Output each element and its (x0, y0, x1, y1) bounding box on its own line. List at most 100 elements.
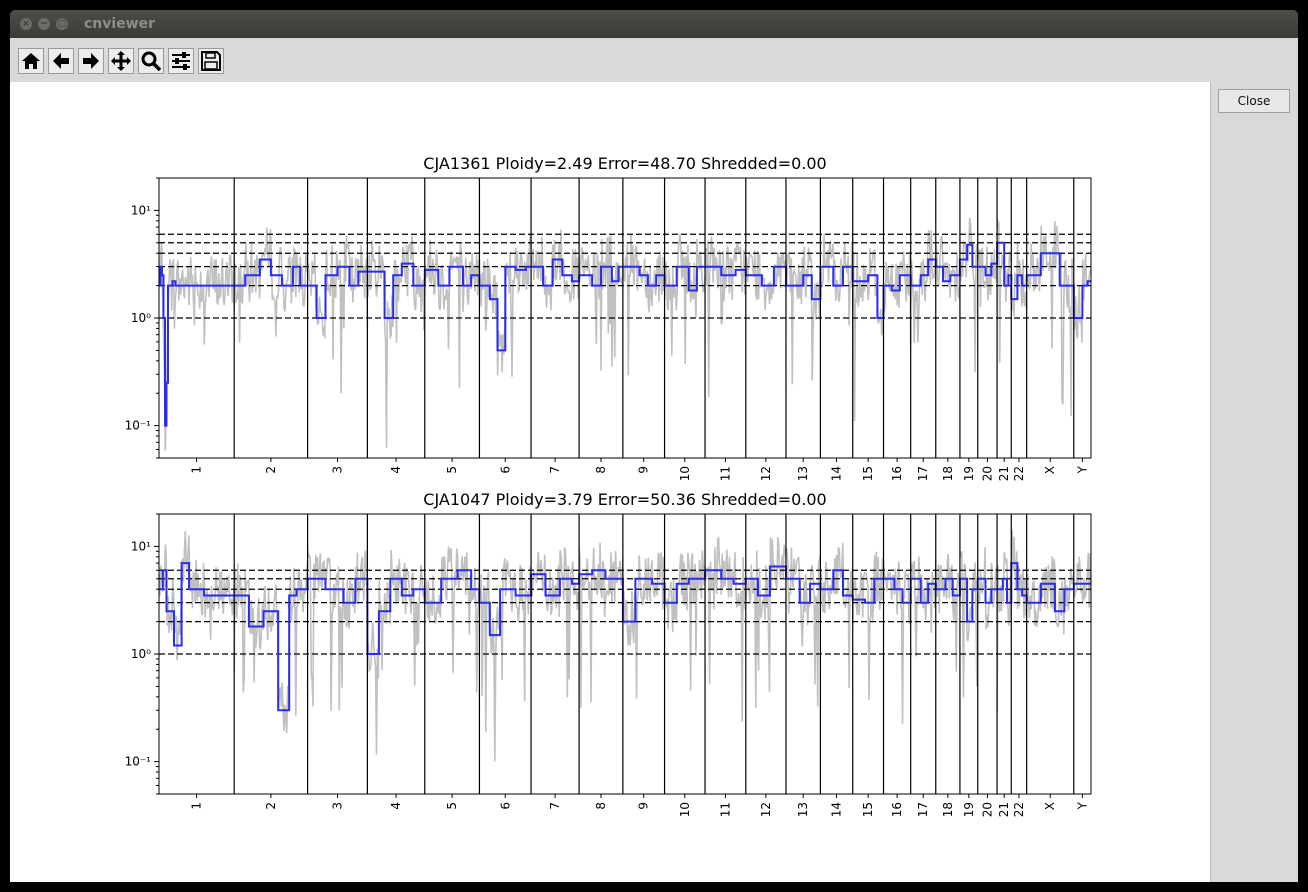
arrow-left-icon (53, 53, 69, 69)
chromosome-label-13: 13 (796, 466, 810, 481)
back-button[interactable] (48, 48, 74, 74)
figure-canvas[interactable]: CJA1361 Ploidy=2.49 Error=48.70 Shredded… (10, 82, 1210, 882)
raw-signal-chr-21 (996, 217, 1013, 364)
app-window: × − □ cnviewer (10, 10, 1298, 882)
raw-signal-chr-7 (530, 547, 580, 698)
raw-signal-chr-16 (882, 561, 912, 725)
raw-signal-chr-X (1025, 221, 1075, 417)
raw-signal-chr-21 (996, 552, 1013, 712)
copy-number-segments (159, 241, 1091, 427)
chromosome-label-7: 7 (548, 802, 562, 810)
chromosome-label-2: 2 (264, 466, 278, 474)
title-bar: × − □ cnviewer (10, 10, 1298, 38)
chromosome-label-22: 22 (1012, 802, 1026, 817)
raw-signal-chr-2 (233, 561, 309, 733)
raw-signal-chr-22 (1010, 530, 1028, 619)
window-title: cnviewer (84, 16, 156, 32)
home-button[interactable] (18, 48, 44, 74)
raw-signal-chr-14 (819, 542, 854, 689)
chromosome-label-12: 12 (759, 466, 773, 481)
raw-signal-chr-22 (1010, 243, 1028, 317)
configure-subplots-button[interactable] (168, 48, 194, 74)
chromosome-label-12: 12 (759, 802, 773, 817)
raw-signal-chr-5 (424, 239, 481, 389)
raw-signal-chr-19 (959, 550, 979, 698)
chromosome-label-X: X (1043, 466, 1057, 474)
chromosome-label-18: 18 (941, 802, 955, 817)
zoom-button[interactable] (138, 48, 164, 74)
raw-signal-chr-8 (578, 542, 624, 708)
copy-number-segments (159, 562, 1091, 712)
chromosome-label-10: 10 (678, 802, 692, 817)
chromosome-label-15: 15 (861, 802, 875, 817)
chromosome-label-17: 17 (916, 802, 930, 817)
chromosome-label-1: 1 (190, 802, 204, 810)
chromosome-label-20: 20 (980, 802, 994, 817)
save-button[interactable] (198, 48, 224, 74)
segment-line (159, 562, 1091, 712)
raw-signal-chr-12 (745, 250, 787, 311)
chromosome-label-5: 5 (445, 466, 459, 474)
raw-signal-chr-9 (622, 234, 666, 376)
chromosome-label-16: 16 (890, 802, 904, 817)
chromosome-label-15: 15 (861, 466, 875, 481)
chromosome-label-16: 16 (890, 466, 904, 481)
magnifier-icon (141, 51, 162, 72)
y-tick-label: 10⁻¹ (125, 419, 152, 433)
chromosome-label-2: 2 (264, 802, 278, 810)
pan-button[interactable] (108, 48, 134, 74)
raw-signal-chr-16 (882, 250, 912, 346)
chromosome-label-21: 21 (997, 466, 1011, 481)
sliders-icon (172, 52, 190, 70)
raw-signal-chr-10 (663, 234, 706, 365)
chromosome-label-6: 6 (498, 466, 512, 474)
chromosome-label-18: 18 (941, 466, 955, 481)
raw-signal-chr-5 (424, 546, 481, 693)
chromosome-label-11: 11 (718, 802, 732, 817)
y-tick-label: 10¹ (131, 539, 151, 553)
raw-signal-chr-18 (935, 553, 961, 672)
raw-signal-chr-18 (935, 235, 961, 302)
close-button[interactable]: Close (1218, 89, 1290, 113)
home-icon (22, 53, 40, 69)
minimize-window-button[interactable]: − (38, 18, 50, 30)
chromosome-label-8: 8 (594, 802, 608, 810)
chromosome-label-11: 11 (718, 466, 732, 481)
chromosome-label-20: 20 (980, 466, 994, 481)
arrow-right-icon (83, 53, 99, 69)
forward-button[interactable] (78, 48, 104, 74)
chromosome-label-21: 21 (997, 802, 1011, 817)
chromosome-label-14: 14 (830, 466, 844, 481)
maximize-window-button[interactable]: □ (56, 18, 68, 30)
chromosome-label-3: 3 (330, 802, 344, 810)
raw-signal-chr-13 (785, 547, 822, 707)
raw-signal-chr-11 (704, 236, 747, 398)
chromosome-label-10: 10 (678, 466, 692, 481)
raw-signal-chr-8 (578, 235, 624, 371)
raw-signal-chr-3 (306, 546, 369, 711)
chromosome-label-9: 9 (637, 802, 651, 810)
chromosome-label-4: 4 (389, 802, 403, 810)
navigation-toolbar (10, 38, 1298, 82)
chromosome-label-17: 17 (916, 466, 930, 481)
raw-signal-chr-17 (910, 556, 937, 657)
chromosome-label-4: 4 (389, 466, 403, 474)
chromosome-label-5: 5 (445, 802, 459, 810)
segment-line (159, 241, 1091, 427)
figure-svg: CJA1361 Ploidy=2.49 Error=48.70 Shredded… (125, 154, 1092, 817)
chromosome-label-8: 8 (594, 466, 608, 474)
raw-signal-chr-15 (851, 551, 885, 701)
chromosome-label-Y: Y (1075, 801, 1089, 810)
chromosome-label-7: 7 (548, 466, 562, 474)
move-icon (111, 51, 131, 71)
chart-title: CJA1047 Ploidy=3.79 Error=50.36 Shredded… (423, 490, 826, 509)
close-window-button[interactable]: × (20, 18, 32, 30)
raw-signal-chr-Y (1073, 552, 1092, 608)
y-tick-label: 10⁰ (131, 311, 151, 325)
raw-signal-chr-2 (233, 227, 309, 343)
raw-signal-chr-10 (663, 550, 706, 691)
raw-signal-chr-4 (366, 549, 426, 755)
raw-signal-chr-1 (158, 241, 235, 451)
floppy-disk-icon (201, 51, 221, 71)
chromosome-label-6: 6 (498, 802, 512, 810)
